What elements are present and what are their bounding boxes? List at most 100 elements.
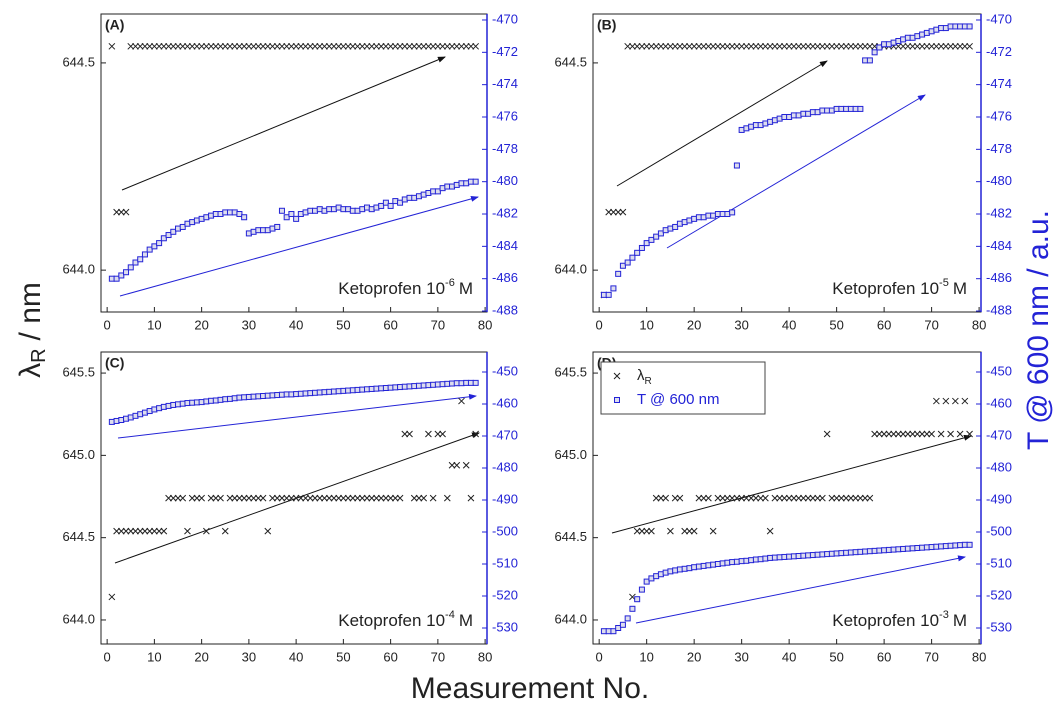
cross-marker xyxy=(302,42,309,50)
square-marker xyxy=(672,223,679,230)
square-marker xyxy=(160,235,167,242)
cross-marker xyxy=(377,494,385,502)
y2-tick-label: -500 xyxy=(492,523,518,538)
annotation: Ketoprofen 10-5 M xyxy=(832,277,967,299)
cross-marker xyxy=(420,494,428,502)
square-marker xyxy=(378,202,385,209)
cross-marker xyxy=(203,527,210,535)
cross-marker xyxy=(410,494,418,502)
y2-tick-label: -472 xyxy=(492,44,518,59)
cross-marker xyxy=(847,494,855,502)
cross-marker xyxy=(766,42,774,50)
legend-label: T @ 600 nm xyxy=(637,391,720,408)
x-tick-label: 10 xyxy=(639,649,653,664)
cross-marker xyxy=(207,42,215,50)
y2-tick-label: -478 xyxy=(492,141,518,156)
cross-marker xyxy=(453,461,461,469)
y2-tick-label: -480 xyxy=(986,459,1012,474)
cross-marker xyxy=(762,42,769,50)
cross-marker xyxy=(117,208,125,216)
square-marker xyxy=(619,262,626,269)
y2-tick-label: -480 xyxy=(492,459,518,474)
cross-marker xyxy=(614,208,622,216)
y2-tick-label: -474 xyxy=(986,76,1012,91)
cross-marker xyxy=(316,42,324,50)
x-tick-label: 50 xyxy=(336,649,350,664)
square-marker xyxy=(278,207,285,214)
cross-marker xyxy=(141,42,149,50)
cross-marker xyxy=(108,593,116,601)
x-tick-label: 80 xyxy=(972,317,986,332)
cross-marker xyxy=(108,42,116,50)
annotation-unit: M xyxy=(459,279,473,298)
cross-marker xyxy=(325,42,333,50)
x-tick-label: 50 xyxy=(829,649,843,664)
x-tick-label: 60 xyxy=(877,649,891,664)
cross-marker xyxy=(212,494,220,502)
cross-marker xyxy=(198,494,205,502)
cross-marker xyxy=(472,42,480,50)
cross-marker xyxy=(743,494,750,502)
cross-marker xyxy=(264,527,272,535)
cross-marker xyxy=(719,494,727,502)
annotation-unit: M xyxy=(459,611,473,630)
x-tick-label: 80 xyxy=(972,649,986,664)
cross-marker xyxy=(132,527,139,535)
y2-tick-label: -486 xyxy=(986,270,1012,285)
cross-marker xyxy=(690,527,698,535)
cross-marker xyxy=(700,494,708,502)
cross-marker xyxy=(221,527,229,535)
legend-box xyxy=(600,361,766,415)
cross-marker xyxy=(819,42,826,50)
cross-marker xyxy=(321,42,328,50)
cross-marker xyxy=(738,494,745,502)
cross-marker xyxy=(146,42,154,50)
y-axis-label: λR / nm xyxy=(14,282,50,378)
y2-tick-label: -476 xyxy=(986,108,1012,123)
y-label-sub: R xyxy=(28,348,50,362)
square-marker xyxy=(634,596,641,603)
cross-marker xyxy=(842,42,850,50)
cross-marker xyxy=(340,42,347,50)
x-tick-label: 70 xyxy=(924,649,938,664)
cross-marker xyxy=(695,494,703,502)
cross-marker xyxy=(335,494,343,502)
x-tick-label: 10 xyxy=(639,317,653,332)
square-marker xyxy=(288,211,295,218)
cross-marker xyxy=(861,42,869,50)
cross-marker xyxy=(467,494,475,502)
y2-tick-label: -450 xyxy=(492,363,518,378)
cross-marker xyxy=(448,42,456,50)
y-tick-label: 644.0 xyxy=(554,611,587,626)
cross-marker xyxy=(942,397,950,405)
y2-tick-label: -490 xyxy=(492,491,518,506)
x-tick-label: 10 xyxy=(147,649,161,664)
cross-marker xyxy=(776,494,783,502)
y2-tick-label: -450 xyxy=(986,363,1012,378)
annotation-exp: -6 xyxy=(445,277,455,289)
cross-marker xyxy=(448,461,456,469)
cross-marker xyxy=(686,527,693,535)
cross-marker xyxy=(198,42,205,50)
cross-marker xyxy=(638,42,646,50)
cross-marker xyxy=(358,494,366,502)
cross-marker xyxy=(259,42,267,50)
cross-marker xyxy=(823,42,831,50)
cross-marker xyxy=(240,42,248,50)
square-marker xyxy=(648,236,655,243)
cross-marker xyxy=(800,42,807,50)
cross-marker xyxy=(354,42,361,50)
cross-marker xyxy=(847,42,855,50)
square-marker xyxy=(653,233,660,240)
cross-marker xyxy=(306,42,314,50)
cross-marker xyxy=(866,494,874,502)
square-marker xyxy=(966,23,973,30)
square-marker xyxy=(274,223,281,230)
annotation-exp: -5 xyxy=(939,277,949,289)
cross-marker xyxy=(762,494,769,502)
cross-marker xyxy=(838,494,845,502)
legend-name: λ xyxy=(637,367,645,384)
y-tick-label: 645.0 xyxy=(554,447,587,462)
x-tick-label: 30 xyxy=(734,649,748,664)
